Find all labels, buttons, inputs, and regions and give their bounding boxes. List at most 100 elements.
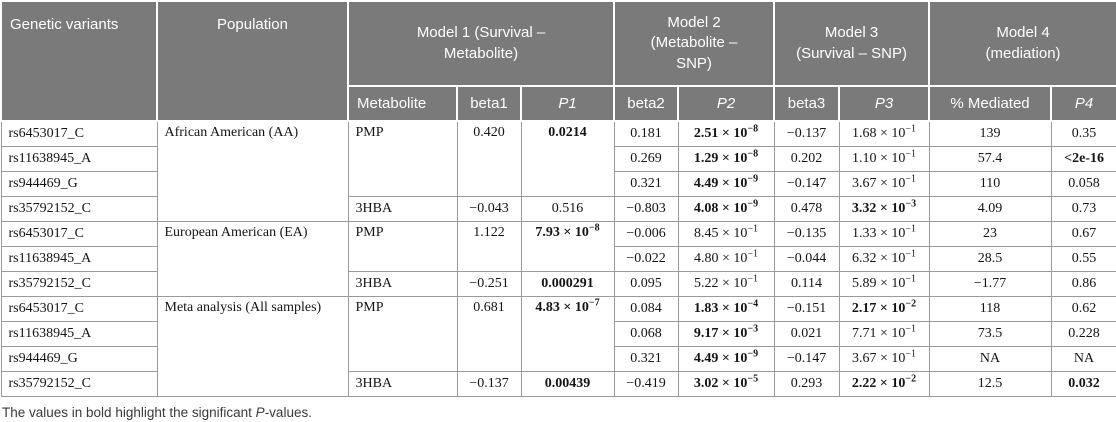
table-row: rs6453017_C African American (AA) PMP 0.420… (0, 120, 1116, 222)
cell-pct-mediated: 23 (928, 220, 1052, 247)
cell-beta3: 0.293 (773, 370, 840, 397)
group-header-model4: Model 4 (mediation) (928, 0, 1116, 87)
cell-beta1: 0.681 (456, 295, 522, 372)
group-header-row: Genetic variants Population Model 1 (Sur… (0, 0, 1116, 122)
cell-p1: 7.93 × 10−8 (520, 220, 615, 272)
cell-p4: 0.032 (1050, 370, 1116, 397)
table-row: rs35792152_C 3HBA −0.251 0.000291 0.095 5.22 … (0, 270, 1116, 297)
cell-beta3: −0.147 (773, 345, 840, 372)
table-header: Genetic variants Population Model 1 (Sur… (0, 0, 1116, 122)
cell-pct-mediated: 12.5 (928, 370, 1052, 397)
cell-variant: rs35792152_C (0, 270, 158, 297)
cell-p2: 4.80 × 10−1 (677, 245, 775, 272)
col-header-beta2: beta2 (613, 85, 680, 122)
cell-p2: 4.49 × 10−9 (677, 170, 775, 197)
cell-beta2: 0.181 (613, 120, 679, 147)
cell-p4: 0.35 (1050, 120, 1116, 147)
cell-variant: rs35792152_C (0, 195, 158, 222)
cell-p1: 0.000291 (520, 270, 615, 297)
cell-pct-mediated: 4.09 (928, 195, 1052, 222)
cell-beta3: 0.478 (773, 195, 840, 222)
cell-beta3: −0.044 (773, 245, 840, 272)
table-row: rs35792152_C 3HBA −0.043 0.516 −0.803 4.08 × … (0, 195, 1116, 222)
cell-pct-mediated: NA (928, 345, 1052, 372)
cell-population: African American (AA) (156, 120, 349, 222)
cell-p1: 0.00439 (520, 370, 615, 397)
cell-p4: <2e-16 (1050, 145, 1116, 172)
cell-pct-mediated: 110 (928, 170, 1052, 197)
table-row: rs35792152_C 3HBA −0.137 0.00439 −0.419 3.02 … (0, 370, 1116, 397)
cell-beta3: −0.151 (773, 295, 840, 322)
cell-p2: 4.49 × 10−9 (677, 345, 775, 372)
cell-beta2: −0.022 (613, 245, 679, 272)
cell-beta2: 0.321 (613, 345, 679, 372)
cell-p4: 0.86 (1050, 270, 1116, 297)
cell-population: European American (EA) (156, 220, 349, 297)
col-header-metabolite: Metabolite (347, 85, 458, 122)
cell-variant: rs35792152_C (0, 370, 158, 397)
cell-beta2: −0.006 (613, 220, 679, 247)
cell-metabolite: 3HBA (347, 195, 458, 222)
cell-p4: 0.62 (1050, 295, 1116, 322)
cell-beta3: −0.137 (773, 120, 840, 147)
cell-p3: 3.67 × 10−1 (838, 345, 930, 372)
cell-p1: 0.516 (520, 195, 615, 222)
cell-p4: 0.73 (1050, 195, 1116, 222)
cell-pct-mediated: 139 (928, 120, 1052, 147)
col-header-genetic-variants: Genetic variants (0, 0, 158, 122)
cell-pct-mediated: 73.5 (928, 320, 1052, 347)
cell-p3: 6.32 × 10−1 (838, 245, 930, 272)
group-header-model2: Model 2 (Metabolite – SNP) (613, 0, 776, 87)
cell-metabolite: PMP (347, 295, 458, 372)
footnote-p-symbol: P (255, 404, 265, 420)
cell-metabolite: PMP (347, 120, 458, 197)
cell-p4: 0.228 (1050, 320, 1116, 347)
sub-header-row: Metabolite beta1 P1 beta2 P2 beta3 P3 % … (1, 85, 1116, 122)
cell-p1: 4.83 × 10−7 (520, 295, 615, 372)
table-body: rs6453017_C African American (AA) PMP 0.420… (0, 120, 1116, 397)
cell-variant: rs944469_G (0, 170, 158, 197)
cell-beta2: 0.269 (613, 145, 679, 172)
cell-beta1: 1.122 (456, 220, 522, 272)
cell-p4: 0.67 (1050, 220, 1116, 247)
group-header-model1: Model 1 (Survival – Metabolite) (346, 0, 616, 87)
cell-p2: 2.51 × 10−8 (677, 120, 775, 147)
cell-beta3: −0.147 (773, 170, 840, 197)
cell-p3: 3.67 × 10−1 (838, 170, 930, 197)
cell-p3: 5.89 × 10−1 (838, 270, 930, 297)
cell-p2: 1.29 × 10−8 (677, 145, 775, 172)
cell-variant: rs11638945_A (0, 145, 158, 172)
cell-beta1: −0.043 (456, 195, 522, 222)
cell-variant: rs11638945_A (0, 320, 158, 347)
cell-variant: rs11638945_A (0, 245, 158, 272)
col-header-population: Population (156, 0, 349, 122)
cell-p3: 2.22 × 10−2 (838, 370, 930, 397)
footnote-text-suffix: -values. (264, 404, 312, 420)
cell-beta3: 0.202 (773, 145, 840, 172)
table-row: rs11638945_A 0.269 1.29 × 10−8 0.202 1.10 × … (0, 145, 1116, 172)
cell-beta3: 0.114 (773, 270, 840, 297)
cell-p2: 4.08 × 10−9 (677, 195, 775, 222)
col-header-beta1: beta1 (456, 85, 522, 122)
table-footnote: The values in bold highlight the signifi… (2, 405, 1116, 420)
cell-beta2: −0.803 (613, 195, 679, 222)
group-header-model3: Model 3 (Survival – SNP) (773, 0, 931, 87)
cell-p2: 9.17 × 10−3 (677, 320, 775, 347)
cell-p3: 1.68 × 10−1 (838, 120, 930, 147)
cell-p3: 7.71 × 10−1 (838, 320, 930, 347)
cell-p1: 0.0214 (520, 120, 615, 197)
cell-p4: 0.55 (1050, 245, 1116, 272)
cell-pct-mediated: 118 (928, 295, 1052, 322)
cell-p2: 8.45 × 10−1 (677, 220, 775, 247)
table-row: rs6453017_C European American (EA) PMP 1.12… (0, 220, 1116, 297)
cell-p2: 1.83 × 10−4 (677, 295, 775, 322)
cell-beta2: 0.068 (613, 320, 679, 347)
cell-variant: rs6453017_C (0, 120, 158, 147)
table-row: rs6453017_C Meta analysis (All samples) PM… (0, 295, 1116, 397)
table-row: rs944469_G 0.321 4.49 × 10−9 −0.147 3.67 × 1… (0, 345, 1116, 372)
cell-beta3: −0.135 (773, 220, 840, 247)
cell-beta1: −0.137 (456, 370, 522, 397)
cell-beta1: 0.420 (456, 120, 522, 197)
footnote-text-prefix: The values in bold highlight the signifi… (2, 404, 256, 420)
cell-p3: 1.10 × 10−1 (838, 145, 930, 172)
